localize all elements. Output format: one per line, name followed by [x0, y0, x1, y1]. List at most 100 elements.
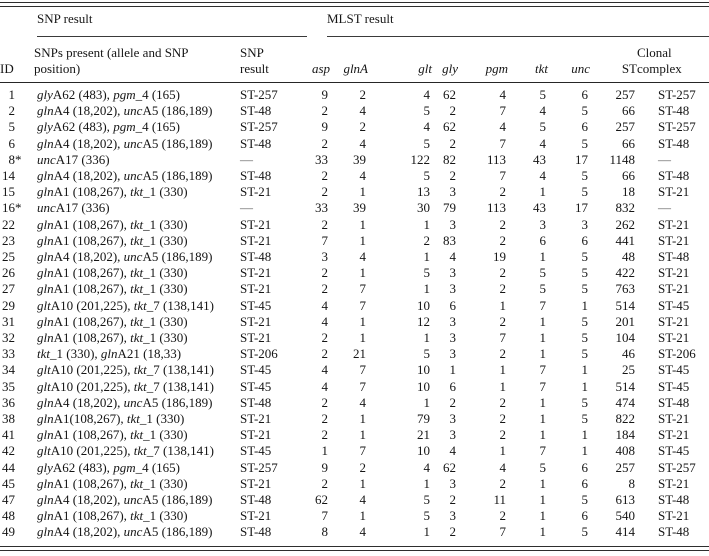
cell-allele-tkt: 1 [539, 346, 547, 362]
cell-clonal-complex: ST-48 [658, 135, 690, 151]
gene-name: unc [123, 492, 143, 508]
cell-snp-result: ST-45 [240, 378, 272, 394]
cell-id: 26 [0, 265, 34, 281]
cell-id: 16* [0, 200, 34, 216]
snp-text: A1(108,267), [53, 411, 127, 427]
cell-allele-unc: 1 [581, 362, 589, 378]
table-row: 48 glnA1 (108,267), tkt_1 (330) ST-21 7 1 5 3 2… [0, 508, 709, 524]
cell-st: 613 [615, 492, 636, 508]
snp-text: _1 (330) [139, 411, 185, 427]
cell-allele-unc: 3 [581, 216, 589, 232]
cell-snp-result: ST-257 [240, 459, 278, 475]
cell-clonal-complex: ST-48 [658, 103, 690, 119]
cell-allele-unc: 6 [581, 87, 589, 102]
cell-st: 18 [622, 184, 635, 200]
snp-mlst-results-table: SNP result MLST result ID SNPs present (a… [0, 7, 709, 541]
cell-allele-unc: 6 [581, 459, 589, 475]
cell-allele-pgm: 4 [499, 119, 507, 135]
cell-allele-asp: 7 [321, 232, 329, 248]
cell-allele-unc: 5 [581, 103, 589, 119]
isolate-id: 49 [2, 524, 15, 540]
snp-text: _1 (330) [143, 265, 188, 281]
cell-id: 49 [0, 524, 34, 540]
gene-name: gly [37, 87, 53, 102]
cell-clonal-complex: ST-21 [658, 313, 690, 329]
cell-allele-gly: 2 [449, 492, 457, 508]
cell-allele-glt: 10 [417, 443, 430, 459]
cell-clonal-complex: ST-48 [658, 524, 690, 540]
isolate-id: 48 [2, 508, 15, 524]
cell-id: 23 [0, 233, 34, 249]
isolate-id: 47 [2, 492, 15, 508]
cell-clonal-complex: ST-48 [658, 168, 690, 184]
table-row: 2 glnA4 (18,202), uncA5 (186,189) ST-48 2 4 5… [0, 103, 709, 119]
cell-allele-pgm: 2 [499, 216, 507, 232]
snp-text: A4 (18,202), [53, 394, 124, 410]
id-asterisk: * [15, 200, 22, 216]
cell-clonal-complex: ST-21 [658, 232, 690, 248]
cell-allele-asp: 2 [321, 168, 329, 184]
gene-name: tkt [130, 184, 144, 200]
col-header-label: Clonal complex [637, 45, 682, 76]
cell-st: 441 [615, 232, 636, 248]
gene-name: gln [37, 475, 54, 491]
cell-allele-glt: 21 [417, 427, 430, 443]
cell-allele-asp: 2 [321, 346, 329, 362]
cell-allele-tkt: 1 [539, 249, 547, 265]
cell-allele-pgm: 2 [499, 475, 507, 491]
cell-allele-glt: 5 [423, 492, 431, 508]
cell-id: 1 [0, 83, 34, 104]
cell-allele-unc: 5 [581, 394, 589, 410]
cell-snps-present: glnA1 (108,267), tkt_1 (330) [34, 330, 240, 346]
cell-allele-gly: 2 [449, 524, 457, 540]
cell-st: 25 [622, 362, 635, 378]
cell-st: 184 [615, 427, 636, 443]
col-header-label: ST [621, 61, 637, 76]
cell-allele-asp: 2 [321, 475, 329, 491]
cell-st: 48 [622, 249, 635, 265]
cell-snp-result: ST-45 [240, 443, 272, 459]
cell-clonal-complex: ST-21 [658, 411, 690, 427]
cell-snp-result: ST-21 [240, 411, 272, 427]
cell-snps-present: glnA4 (18,202), uncA5 (186,189) [34, 103, 240, 119]
cell-id: 6 [0, 136, 34, 152]
cell-allele-glt: 5 [423, 168, 431, 184]
table-row: 6 glnA4 (18,202), uncA5 (186,189) ST-48 2 4 5… [0, 136, 709, 152]
table-row: 5 glyA62 (483), pgm_4 (165) ST-257 9 2 4 62 4 5 6… [0, 119, 709, 135]
cell-allele-pgm: 1 [499, 378, 507, 394]
cell-allele-glnA: 1 [359, 427, 367, 443]
gene-name: unc [37, 200, 56, 216]
cell-allele-tkt: 5 [539, 281, 547, 297]
cell-allele-glt: 1 [423, 394, 431, 410]
table-row: 1 glyA62 (483), pgm_4 (165) ST-257 9 2 4 62 4 5 6… [0, 83, 709, 104]
cell-st: 832 [615, 200, 636, 216]
cell-allele-pgm: 7 [499, 135, 507, 151]
cell-snps-present: glnA4 (18,202), uncA5 (186,189) [34, 136, 240, 152]
gene-name: glt [37, 362, 51, 378]
snp-text: A21 (18,33) [117, 346, 182, 362]
cell-snp-result: ST-48 [240, 103, 272, 119]
gene-name: tkt [130, 313, 144, 329]
cell-allele-glnA: 2 [359, 119, 367, 135]
cell-allele-unc: 5 [581, 249, 589, 265]
cell-allele-tkt: 7 [539, 362, 547, 378]
snp-text: _7 (138,141) [146, 443, 214, 459]
cell-allele-unc: 1 [581, 378, 589, 394]
cell-snp-result: — [240, 200, 307, 216]
gene-name: gln [37, 508, 54, 524]
isolate-id: 29 [2, 297, 15, 313]
table-row: 44 glyA62 (483), pgm_4 (165) ST-257 9 2 4 62 4 5… [0, 460, 709, 476]
gene-name: gly [37, 119, 53, 135]
cell-allele-asp: 9 [321, 119, 329, 135]
gene-name: gly [37, 459, 53, 475]
cell-snps-present: glnA1 (108,267), tkt_1 (330) [34, 281, 240, 297]
cell-snp-result: ST-48 [240, 394, 272, 410]
cell-allele-asp: 2 [321, 265, 329, 281]
cell-allele-glt: 12 [417, 313, 430, 329]
cell-clonal-complex: ST-45 [658, 297, 690, 313]
cell-clonal-complex: ST-21 [658, 427, 690, 443]
gene-name: unc [123, 103, 143, 119]
cell-allele-pgm: 1 [499, 443, 507, 459]
cell-snp-result: ST-206 [240, 346, 278, 362]
